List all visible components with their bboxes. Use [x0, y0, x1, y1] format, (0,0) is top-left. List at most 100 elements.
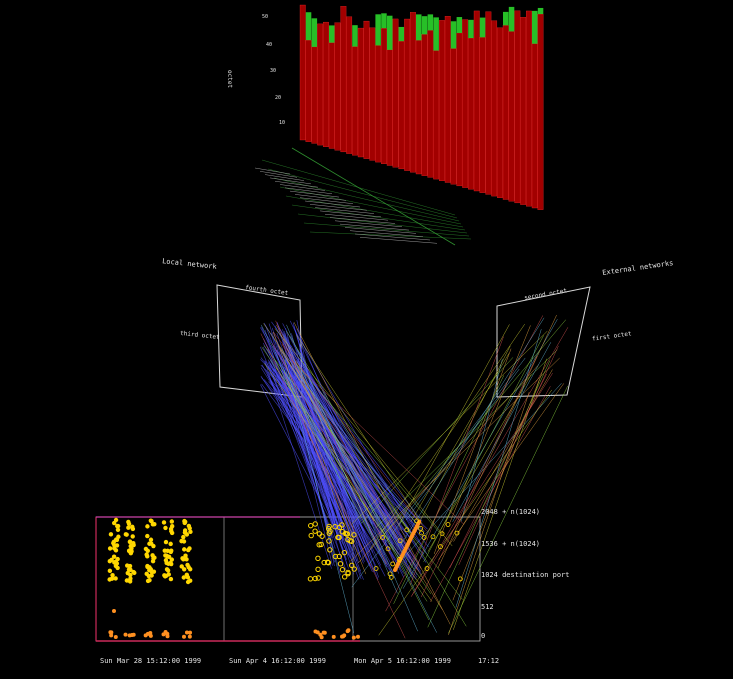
- bar: [323, 21, 329, 147]
- bar: [386, 49, 393, 166]
- floor-line: [291, 204, 466, 231]
- scatter-point: [145, 564, 150, 570]
- scatter-point: [111, 520, 117, 526]
- scatter-point: [169, 519, 175, 524]
- scatter-point: [145, 631, 150, 636]
- scatter-point: [421, 535, 427, 540]
- connection-line: [370, 323, 525, 549]
- bar: [444, 16, 451, 183]
- scatter-point: [124, 532, 129, 537]
- scatter-point: [109, 633, 114, 638]
- scatter-point: [308, 532, 314, 539]
- scatter-point: [322, 630, 327, 635]
- bar-cap: [305, 12, 312, 41]
- scatter-point: [126, 525, 131, 530]
- port-scatter-points: [107, 517, 463, 640]
- connection-line: [294, 370, 425, 534]
- connection-line: [296, 334, 423, 525]
- floor-tick-text: [289, 190, 340, 198]
- floor-line: [279, 186, 462, 225]
- connection-line: [281, 344, 422, 569]
- connection-line: [286, 331, 467, 627]
- scatter-point: [187, 634, 192, 639]
- scatter-point: [169, 561, 174, 567]
- scatter-point: [184, 532, 190, 537]
- scatter-point: [345, 569, 351, 576]
- port-tick-label: 1536 + n(1024): [481, 540, 541, 548]
- connection-line: [448, 385, 568, 634]
- scatter-point: [438, 544, 443, 550]
- bar-cap: [456, 17, 463, 33]
- scatter-point: [150, 558, 156, 564]
- scatter-point: [312, 575, 318, 582]
- scatter-point: [148, 537, 154, 542]
- floor-line: [303, 222, 470, 237]
- scatter-point: [312, 521, 318, 527]
- bar: [427, 30, 434, 178]
- bar-chart-3d: [299, 4, 544, 210]
- scatter-point: [337, 561, 344, 567]
- scatter-point: [445, 522, 451, 527]
- connection-line: [264, 360, 332, 569]
- scatter-point: [169, 548, 174, 553]
- connection-line: [403, 345, 511, 554]
- bar-axis-tick: 20: [275, 95, 282, 101]
- bar: [491, 20, 498, 197]
- bar: [514, 10, 521, 204]
- bar-axis-tick: 50: [262, 14, 269, 20]
- scatter-point: [145, 524, 150, 529]
- time-tick-label: Sun Apr 4 16:12:00 1999: [229, 657, 326, 665]
- scatter-point: [188, 578, 193, 583]
- scatter-point: [161, 520, 167, 525]
- scatter-point: [184, 572, 190, 577]
- bar-axis-tick: 10: [279, 120, 286, 126]
- bar-cap: [329, 25, 335, 43]
- scatter-point: [149, 569, 154, 575]
- connection-lines: [259, 314, 569, 639]
- time-tick-label: 17:12: [478, 657, 500, 665]
- connection-line: [286, 378, 375, 522]
- scatter-point: [149, 573, 154, 578]
- scatter-point: [397, 538, 403, 544]
- scatter-point: [145, 578, 151, 584]
- bar: [305, 39, 312, 142]
- bar: [328, 42, 335, 149]
- scatter-point: [182, 528, 188, 533]
- bar: [340, 6, 347, 153]
- connection-line: [410, 373, 553, 597]
- scatter-point: [184, 630, 189, 635]
- port-tick-label: 512: [481, 603, 494, 611]
- scatter-point: [113, 537, 119, 542]
- scatter-point: [181, 634, 186, 639]
- floor-tick-text: [299, 197, 354, 204]
- scatter-point: [418, 526, 424, 531]
- bar: [450, 48, 457, 185]
- connection-line: [438, 383, 565, 560]
- scatter-point: [355, 634, 360, 639]
- floor-tick-text: [344, 227, 417, 234]
- scatter-point: [315, 555, 321, 562]
- bar: [473, 10, 480, 192]
- connection-line: [272, 345, 422, 568]
- floor-edge: [291, 147, 456, 246]
- connection-line: [282, 382, 360, 580]
- scatter-point: [308, 522, 314, 529]
- scatter-point: [326, 538, 332, 544]
- connection-line: [351, 357, 526, 588]
- scatter-point: [184, 557, 189, 562]
- bar-cap: [416, 14, 422, 41]
- bar: [468, 37, 474, 190]
- scatter-point: [107, 568, 113, 574]
- scatter-point: [315, 630, 320, 635]
- scatter-point: [387, 571, 393, 577]
- bar: [537, 13, 544, 210]
- connection-line: [263, 345, 463, 600]
- scatter-point: [390, 561, 396, 567]
- connection-line: [273, 332, 427, 532]
- connection-line: [276, 324, 387, 565]
- bar-cap: [468, 19, 474, 39]
- floor-tick-text: [359, 237, 438, 244]
- bar-axis-tick: 30: [270, 68, 277, 74]
- bar: [334, 22, 341, 151]
- scatter-point: [373, 566, 379, 571]
